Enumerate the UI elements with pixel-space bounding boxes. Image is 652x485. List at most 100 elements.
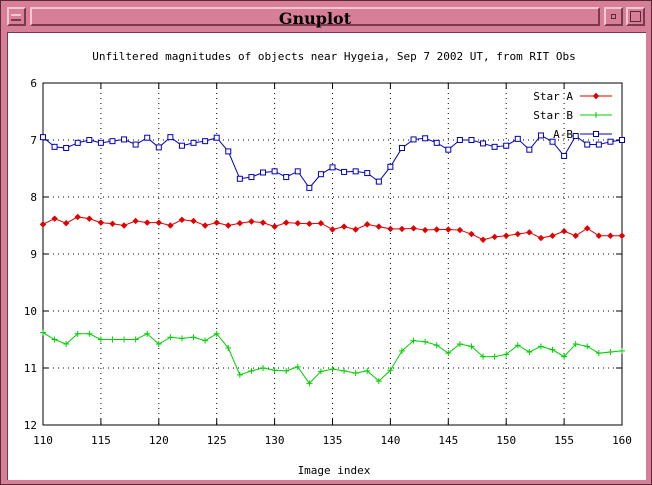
data-point: [364, 170, 371, 177]
y-tick-label: 10: [24, 305, 37, 318]
data-point: [236, 220, 244, 227]
data-point: [593, 131, 599, 137]
data-point: [398, 225, 406, 233]
data-point: [74, 139, 81, 146]
data-point: [549, 232, 556, 239]
data-point: [340, 223, 348, 230]
data-point: [480, 353, 487, 360]
x-tick-label: 160: [612, 434, 632, 447]
data-point: [468, 137, 475, 143]
data-point: [97, 336, 104, 343]
y-tick-label: 8: [30, 191, 37, 204]
data-point: [479, 236, 487, 243]
data-point: [410, 136, 417, 143]
title-bar-label-area[interactable]: Gnuplot: [30, 7, 600, 27]
data-point: [468, 230, 475, 238]
data-point: [213, 219, 220, 226]
data-point: [619, 347, 625, 354]
data-point: [491, 353, 498, 360]
data-point: [225, 222, 232, 229]
y-tick-label: 11: [24, 362, 37, 375]
data-point: [317, 368, 324, 375]
data-point: [503, 351, 510, 358]
data-point: [294, 168, 301, 175]
data-point: [190, 217, 197, 225]
data-point: [132, 141, 139, 148]
data-point: [260, 365, 267, 371]
data-point: [352, 226, 359, 233]
data-point: [584, 225, 591, 232]
data-point: [120, 222, 128, 229]
data-point: [97, 219, 105, 226]
data-point: [364, 221, 371, 228]
data-point: [537, 343, 544, 350]
data-point: [375, 178, 382, 185]
x-tick-label: 115: [91, 434, 111, 447]
data-point: [144, 219, 151, 226]
data-point: [375, 223, 383, 230]
data-point: [514, 230, 521, 238]
minimize-button[interactable]: [604, 7, 623, 26]
data-point: [445, 350, 452, 357]
data-point: [109, 138, 116, 145]
data-point: [63, 341, 70, 348]
data-point: [51, 143, 58, 150]
x-tick-label: 150: [496, 434, 516, 447]
data-point: [352, 370, 359, 377]
x-tick-label: 155: [554, 434, 574, 447]
data-point: [74, 330, 81, 337]
data-point: [283, 174, 290, 181]
maximize-button[interactable]: [626, 7, 645, 26]
x-axis-label: Image index: [298, 464, 371, 477]
data-point: [329, 226, 336, 233]
data-point: [375, 378, 382, 385]
data-point: [433, 342, 440, 349]
data-point: [592, 92, 600, 100]
data-point: [456, 137, 463, 143]
legend: Star A Star B A-B: [533, 90, 612, 141]
data-point: [549, 138, 556, 145]
series-a-b: [40, 132, 625, 191]
window-menu-button[interactable]: [7, 7, 26, 26]
data-point: [421, 226, 429, 234]
data-point: [433, 226, 440, 233]
data-point: [190, 334, 197, 341]
data-point: [63, 144, 70, 151]
data-point: [422, 338, 429, 345]
data-point: [433, 139, 440, 146]
data-point: [572, 341, 579, 348]
data-point: [341, 168, 348, 175]
data-point: [202, 337, 209, 344]
data-point: [51, 336, 58, 343]
y-tick-label: 9: [30, 248, 37, 261]
data-point: [86, 215, 93, 222]
data-point: [121, 336, 128, 343]
data-point: [593, 112, 599, 118]
data-point: [155, 144, 162, 151]
x-tick-label: 140: [380, 434, 400, 447]
data-point: [537, 132, 544, 139]
data-point: [595, 232, 603, 239]
data-point: [595, 350, 602, 357]
data-point: [121, 136, 128, 143]
data-point: [526, 146, 533, 153]
legend-label: Star A: [533, 90, 573, 103]
title-bar[interactable]: Gnuplot: [4, 4, 648, 30]
data-point: [202, 138, 209, 145]
y-tick-label: 6: [30, 77, 37, 90]
data-point: [398, 144, 405, 151]
data-point: [503, 142, 510, 149]
series-star-b: [40, 329, 625, 387]
data-point: [282, 219, 290, 226]
x-tick-label: 125: [207, 434, 227, 447]
gnuplot-chart: Unfiltered magnitudes of objects near Hy…: [24, 50, 632, 477]
data-point: [537, 234, 545, 242]
data-point: [398, 347, 405, 354]
data-point: [178, 142, 185, 149]
data-point: [213, 134, 220, 141]
data-point: [74, 213, 81, 221]
legend-label: Star B: [533, 109, 573, 122]
data-point: [40, 134, 46, 141]
data-point: [445, 226, 452, 233]
